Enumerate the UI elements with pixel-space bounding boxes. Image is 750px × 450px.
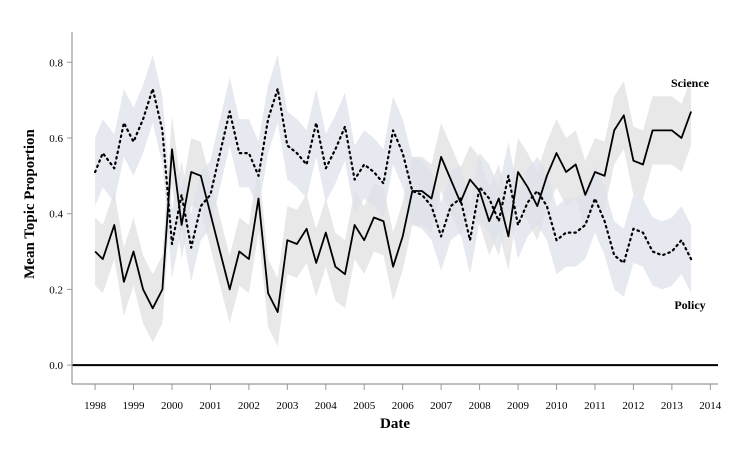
line-policy <box>93 87 693 264</box>
x-tick-label: 2007 <box>430 400 453 412</box>
x-tick-label: 2000 <box>161 400 184 412</box>
x-tick-label: 1999 <box>123 400 146 412</box>
x-tick-label: 2009 <box>507 400 530 412</box>
confidence-bands <box>95 54 692 347</box>
x-tick-label: 2001 <box>199 400 221 412</box>
y-tick-label: 0.2 <box>49 284 63 296</box>
x-tick-label: 2003 <box>276 400 299 412</box>
x-tick-label: 2008 <box>469 400 492 412</box>
y-tick-label: 0.6 <box>49 133 63 145</box>
x-ticks: 1998 1999 2000 2001 2002 2003 2004 2005 2006 2007… <box>84 384 722 412</box>
y-tick-label: 0.8 <box>49 57 63 69</box>
x-tick-label: 2012 <box>622 400 644 412</box>
series-label-science: Science <box>671 76 710 90</box>
x-tick-label: 2006 <box>392 400 415 412</box>
y-axis-title: Mean Topic Proportion <box>22 128 38 278</box>
x-tick-label: 2011 <box>584 400 606 412</box>
series-lines <box>93 87 693 314</box>
x-axis-title: Date <box>380 416 410 432</box>
x-tick-label: 1998 <box>84 400 107 412</box>
x-tick-label: 2005 <box>353 400 376 412</box>
x-tick-label: 2002 <box>238 400 260 412</box>
x-tick-label: 2004 <box>315 400 338 412</box>
series-labels: Science Policy <box>671 76 710 312</box>
band-science <box>95 77 692 347</box>
series-label-policy: Policy <box>674 298 705 312</box>
x-tick-label: 2010 <box>546 400 569 412</box>
x-tick-label: 2014 <box>699 400 722 412</box>
y-ticks: 0.0 0.2 0.4 0.6 0.8 <box>49 57 72 372</box>
y-tick-label: 0.0 <box>49 360 63 372</box>
x-tick-label: 2013 <box>661 400 684 412</box>
y-tick-label: 0.4 <box>49 209 63 221</box>
line-science <box>94 111 692 314</box>
